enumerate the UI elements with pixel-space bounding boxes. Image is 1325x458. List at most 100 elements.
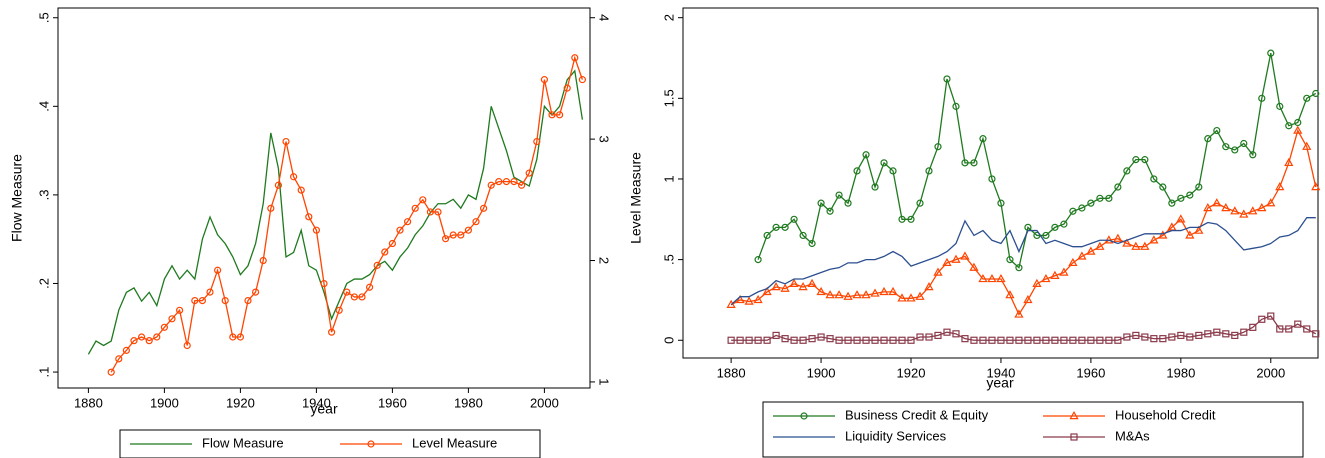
marker xyxy=(480,204,488,212)
series-line xyxy=(110,55,584,373)
marker xyxy=(221,296,229,305)
x-tick-label: 1900 xyxy=(150,395,179,410)
marker xyxy=(548,111,556,119)
plot-frame xyxy=(682,7,1319,359)
marker xyxy=(1077,251,1087,260)
marker xyxy=(1123,333,1131,341)
marker xyxy=(1258,315,1266,323)
marker xyxy=(290,173,298,181)
marker xyxy=(244,296,252,305)
x-tick-label: 1960 xyxy=(378,395,407,410)
marker xyxy=(1222,143,1230,151)
marker xyxy=(343,288,351,296)
marker xyxy=(252,288,260,296)
marker xyxy=(726,299,736,308)
marker xyxy=(1069,336,1077,344)
marker xyxy=(826,207,834,215)
marker xyxy=(1150,175,1158,183)
marker xyxy=(145,337,153,345)
marker xyxy=(1105,194,1113,202)
legend-marker xyxy=(1069,410,1079,420)
marker xyxy=(1294,118,1302,127)
marker xyxy=(1132,331,1140,340)
marker xyxy=(1303,94,1311,102)
y-tick-label: .5 xyxy=(36,12,51,23)
y2-tick-label: 3 xyxy=(597,136,612,143)
marker xyxy=(790,215,798,223)
marker xyxy=(1231,146,1239,154)
marker xyxy=(942,257,952,267)
marker xyxy=(871,183,879,191)
marker xyxy=(808,239,816,248)
marker xyxy=(1239,209,1249,218)
marker xyxy=(122,346,131,354)
marker xyxy=(799,231,807,240)
marker xyxy=(1078,336,1086,344)
marker xyxy=(419,196,427,204)
y2-axis-title: Level Measure xyxy=(628,152,644,244)
marker xyxy=(1050,270,1060,279)
marker xyxy=(798,282,808,291)
x-tick-label: 1920 xyxy=(897,365,926,380)
marker xyxy=(1249,151,1257,159)
marker xyxy=(1285,122,1293,130)
marker xyxy=(381,248,389,256)
marker xyxy=(780,283,790,292)
marker xyxy=(996,273,1006,283)
marker xyxy=(1015,336,1023,344)
marker xyxy=(736,336,744,344)
marker xyxy=(191,296,199,305)
marker xyxy=(1194,225,1204,234)
y-tick-label: .2 xyxy=(36,278,51,289)
marker xyxy=(168,315,176,323)
marker xyxy=(1114,183,1122,191)
marker xyxy=(1032,278,1042,288)
marker xyxy=(1195,183,1203,191)
marker xyxy=(297,186,305,194)
marker xyxy=(1131,241,1141,250)
marker xyxy=(259,256,267,265)
marker xyxy=(1186,333,1194,341)
series-line xyxy=(730,217,1316,306)
marker xyxy=(817,333,825,341)
marker xyxy=(1051,336,1059,344)
marker xyxy=(852,290,862,299)
marker xyxy=(1293,125,1303,134)
marker xyxy=(906,293,916,302)
marker xyxy=(464,226,472,234)
marker xyxy=(1230,206,1240,215)
marker xyxy=(183,341,191,350)
marker xyxy=(853,167,861,175)
marker xyxy=(1051,223,1059,231)
marker xyxy=(487,181,495,189)
marker xyxy=(952,102,960,110)
marker xyxy=(907,336,915,344)
marker xyxy=(571,54,579,62)
marker xyxy=(979,135,987,143)
marker xyxy=(1221,202,1231,212)
series-line xyxy=(87,69,584,355)
y-tick-label: 1 xyxy=(661,175,676,182)
marker xyxy=(274,181,282,189)
marker xyxy=(176,306,184,314)
marker xyxy=(979,336,987,344)
marker xyxy=(1113,233,1123,242)
marker xyxy=(997,336,1005,344)
y-tick-label: .5 xyxy=(661,254,676,265)
marker xyxy=(925,333,933,341)
marker xyxy=(1024,336,1032,344)
marker xyxy=(970,159,978,167)
marker xyxy=(1123,167,1131,175)
x-tick-label: 1940 xyxy=(302,395,331,410)
marker xyxy=(771,282,781,291)
marker xyxy=(934,331,942,340)
marker xyxy=(997,199,1005,207)
marker xyxy=(1312,89,1320,98)
marker xyxy=(898,215,906,223)
marker xyxy=(924,282,934,291)
marker xyxy=(943,75,951,83)
marker xyxy=(1159,335,1167,343)
marker xyxy=(1168,199,1176,207)
legend-marker xyxy=(800,412,808,420)
marker xyxy=(1041,273,1051,283)
